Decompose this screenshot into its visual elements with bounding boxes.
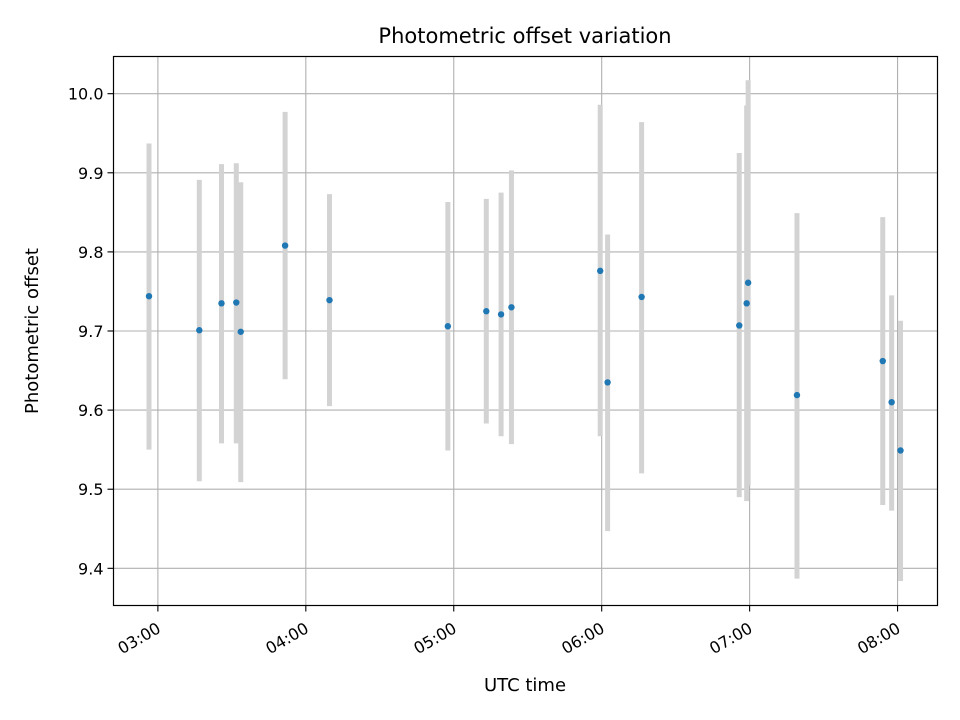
y-tick-label: 9.4 — [78, 559, 103, 578]
data-point — [508, 304, 515, 311]
y-tick-label: 10.0 — [68, 85, 104, 104]
data-point — [744, 279, 752, 286]
data-point — [218, 300, 225, 307]
data-point — [237, 328, 244, 335]
data-point — [145, 292, 153, 300]
y-tick-label: 9.8 — [78, 243, 103, 262]
data-point — [879, 357, 886, 365]
y-tick-label: 9.9 — [78, 164, 103, 183]
data-point — [326, 296, 333, 304]
data-point — [483, 308, 490, 315]
data-point — [597, 267, 604, 275]
x-axis-label: UTC time — [484, 675, 566, 696]
data-point — [638, 293, 645, 301]
data-point — [793, 391, 801, 399]
data-point — [233, 299, 240, 306]
y-axis-label: Photometric offset — [22, 248, 43, 414]
data-point — [743, 300, 750, 307]
y-tick-label: 9.6 — [78, 401, 103, 420]
data-point — [281, 242, 289, 249]
data-point — [897, 447, 904, 454]
y-tick-label: 9.7 — [78, 322, 103, 341]
data-point — [444, 323, 452, 330]
data-point — [736, 322, 743, 329]
data-point — [497, 311, 505, 318]
data-point — [196, 327, 203, 334]
y-tick-label: 9.5 — [78, 480, 103, 499]
point-layer — [145, 242, 904, 454]
data-point — [888, 398, 895, 406]
chart-title: Photometric offset variation — [378, 24, 671, 48]
data-point — [604, 379, 611, 386]
